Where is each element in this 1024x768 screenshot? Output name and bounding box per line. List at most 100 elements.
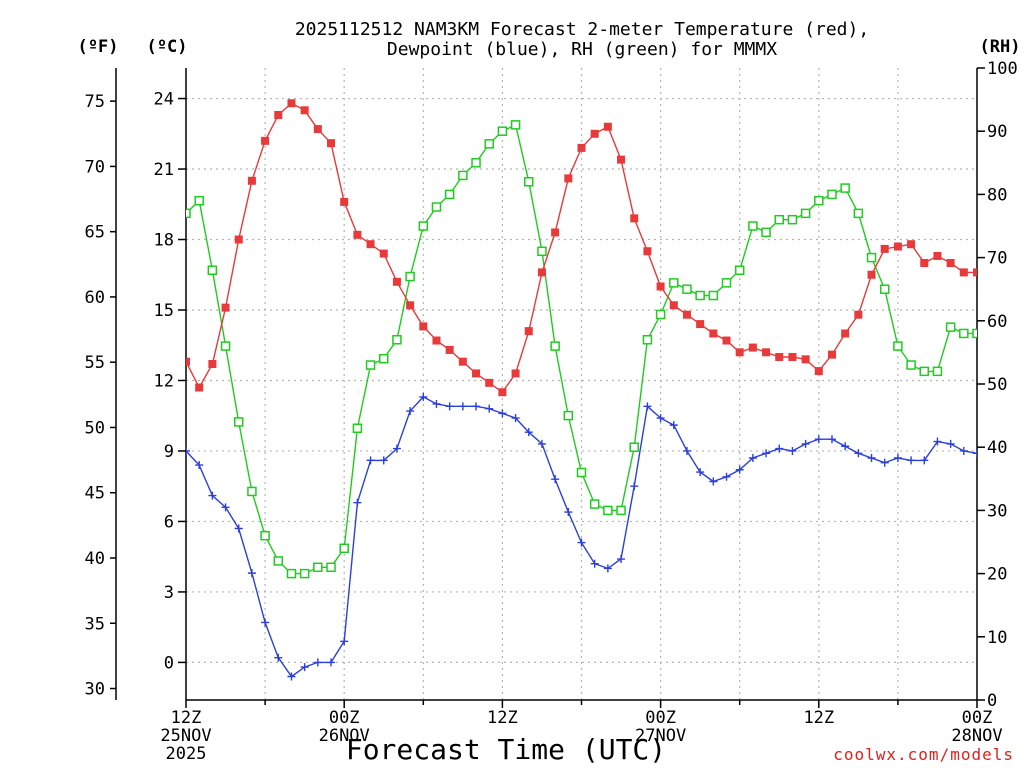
dewpoint-point	[208, 491, 217, 500]
dewpoint-point	[617, 555, 626, 564]
celsius-tick-label: 3	[164, 583, 174, 603]
celsius-tick-label: 9	[164, 442, 174, 462]
rh-point	[286, 568, 297, 579]
dewpoint-point	[511, 414, 520, 423]
series-dewpoint	[186, 392, 977, 681]
dewpoint-point	[920, 456, 929, 465]
temperature-point	[432, 336, 441, 345]
rh-point	[247, 486, 257, 497]
rh-tick-label: 90	[987, 122, 1007, 142]
rh-point	[642, 335, 653, 345]
temperature-point	[973, 268, 977, 277]
x-tick-label: 27NOV	[635, 726, 686, 746]
rh-tick-label: 80	[987, 185, 1007, 205]
x-tick-label: 00Z	[962, 708, 993, 728]
x-tick-label: 12Z	[803, 708, 834, 728]
temperature-point	[656, 282, 665, 291]
temperature-point	[801, 355, 810, 364]
rh-point	[405, 271, 415, 282]
rh-point	[748, 221, 758, 231]
dewpoint-point	[880, 458, 889, 467]
rh-point	[326, 562, 336, 573]
dewpoint-point	[498, 409, 507, 418]
dewpoint-point	[590, 559, 599, 568]
celsius-tick-label: 18	[154, 231, 174, 251]
dewpoint-point	[261, 618, 270, 627]
dewpoint-point	[353, 498, 362, 507]
temperature-point	[300, 106, 309, 115]
temperature-point	[353, 230, 362, 239]
series-2-meter-temperature	[186, 99, 977, 397]
rh-tick-label: 60	[987, 312, 1007, 332]
rh-point	[260, 530, 270, 541]
fahrenheit-tick-label: 75	[85, 92, 105, 112]
temperature-point	[366, 240, 375, 249]
fahrenheit-unit-label: (ºF)	[78, 37, 119, 57]
rh-point	[339, 543, 349, 554]
x-tick-label: 00Z	[645, 708, 676, 728]
rh-point	[563, 410, 574, 421]
dewpoint-point	[801, 439, 810, 448]
temperature-point	[603, 122, 612, 131]
temperature-point	[959, 268, 968, 277]
rh-tick-label: 40	[987, 438, 1007, 458]
rh-point	[524, 177, 534, 187]
fahrenheit-tick-label: 40	[85, 549, 105, 569]
dewpoint-point	[432, 399, 441, 408]
x-tick-label: 12Z	[171, 708, 202, 728]
dewpoint-point	[669, 421, 678, 430]
temperature-point	[287, 99, 296, 108]
rh-point	[840, 183, 850, 193]
dewpoint-point	[524, 428, 533, 437]
rh-point	[220, 341, 231, 351]
temperature-point	[748, 343, 757, 352]
temperature-point	[827, 350, 836, 359]
dewpoint-point	[485, 404, 494, 413]
temperature-point	[340, 197, 349, 206]
rh-point	[906, 360, 916, 370]
x-tick-label: 28NOV	[951, 726, 1002, 746]
temperature-point	[221, 303, 230, 312]
dewpoint-point	[867, 454, 876, 463]
temperature-point	[392, 277, 401, 286]
dewpoint-point	[392, 444, 401, 453]
temperature-point	[208, 360, 217, 369]
dewpoint-point	[854, 449, 863, 458]
dewpoint-point	[577, 538, 586, 547]
rh-point	[893, 341, 903, 351]
temperature-point	[590, 129, 599, 138]
rh-point	[945, 322, 956, 332]
rh-point	[682, 284, 692, 294]
dewpoint-point	[564, 508, 573, 517]
temperature-point	[867, 270, 876, 279]
temperature-point	[498, 388, 507, 397]
dewpoint-point	[195, 461, 204, 470]
temperature-point	[524, 327, 533, 336]
dewpoint-point	[643, 402, 652, 411]
rh-unit-label: (RH)	[980, 37, 1021, 57]
rh-point	[655, 309, 666, 320]
rh-point	[814, 195, 824, 206]
fahrenheit-tick-label: 70	[85, 157, 105, 177]
temperature-point	[630, 214, 639, 223]
rh-point	[972, 328, 977, 339]
rh-point	[827, 189, 837, 200]
dewpoint-point	[933, 437, 942, 446]
dewpoint-point	[327, 658, 336, 667]
rh-point	[695, 290, 705, 301]
temperature-point	[814, 367, 823, 376]
temperature-point	[537, 268, 546, 277]
rh-tick-label: 30	[987, 501, 1007, 521]
dewpoint-point	[907, 456, 916, 465]
temperature-point	[261, 136, 270, 145]
rh-point	[800, 208, 811, 219]
rh-point	[879, 284, 890, 294]
dewpoint-point	[300, 663, 309, 672]
temperature-point	[458, 357, 467, 366]
rh-point	[550, 341, 560, 351]
rh-point	[233, 417, 244, 427]
temperature-point	[854, 310, 863, 319]
fahrenheit-tick-label: 55	[85, 353, 105, 373]
rh-point	[365, 360, 376, 370]
